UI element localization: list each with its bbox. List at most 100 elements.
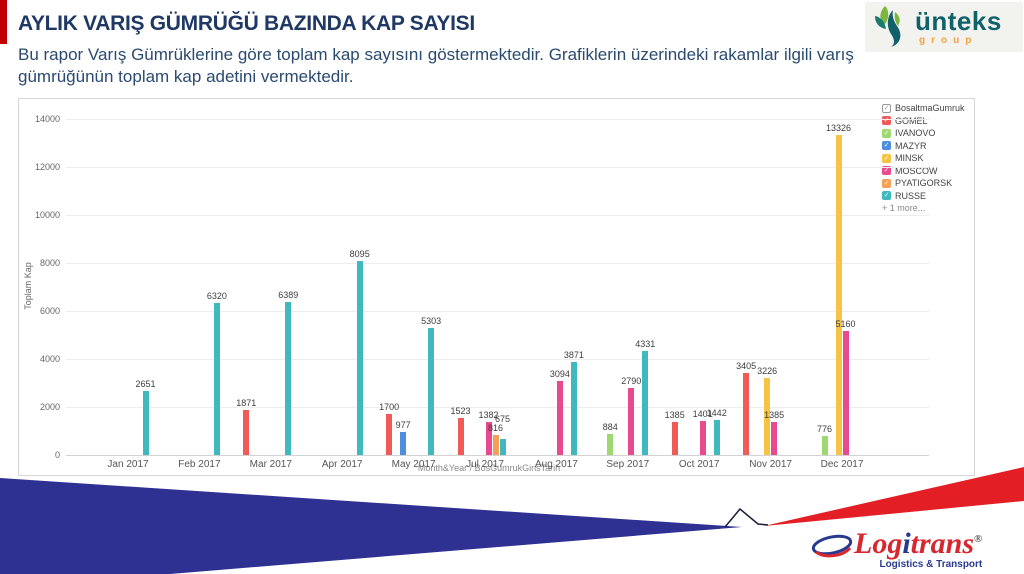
bar[interactable] — [556, 380, 563, 455]
bar[interactable] — [356, 260, 363, 455]
bar-value-label: 1700 — [379, 402, 400, 413]
title-accent-bar — [0, 0, 7, 44]
legend-item-label: IVANOVO — [895, 128, 936, 138]
bottom-decoration — [0, 467, 1024, 574]
bar-value-label: 776 — [816, 424, 833, 435]
bar[interactable] — [821, 436, 828, 455]
bar[interactable] — [285, 301, 292, 455]
bar[interactable] — [743, 373, 750, 455]
legend-swatch-icon[interactable]: ✓ — [882, 116, 891, 125]
legend-swatch-icon[interactable]: ✓ — [882, 191, 891, 200]
x-tick-label: Apr 2017 — [321, 459, 363, 470]
legend-swatch-icon[interactable]: ✓ — [882, 128, 891, 138]
bar-value-label: 8095 — [349, 248, 370, 259]
unteks-logo: ünteks group — [865, 2, 1023, 52]
legend-item-pyatigorsk[interactable]: ✓ PYATIGORSK — [882, 178, 968, 188]
bar-value-label: 1382 — [478, 409, 499, 420]
legend-item-moscow[interactable]: ✓ MOSCOW — [882, 166, 968, 176]
legend-item-russe[interactable]: ✓ RUSSE — [882, 191, 968, 201]
bar-value-label: 675 — [494, 414, 511, 425]
gridline — [66, 455, 929, 456]
legend-item-minsk[interactable]: ✓ MINSK — [882, 153, 968, 163]
x-tick-label: Oct 2017 — [678, 459, 720, 470]
bar[interactable] — [671, 421, 678, 455]
bar[interactable] — [713, 420, 720, 455]
legend-item-label: GOMEL — [895, 115, 928, 126]
bar[interactable] — [771, 421, 778, 455]
red-wedge — [764, 467, 1024, 526]
legend-swatch-icon[interactable]: ✓ — [882, 141, 891, 150]
logitrans-name-2: i — [902, 527, 911, 560]
unteks-name: ünteks — [915, 6, 1002, 36]
bar[interactable] — [764, 377, 771, 455]
legend-header[interactable]: ✓ BosaltmaGumruk — [882, 103, 968, 113]
bar[interactable] — [243, 410, 250, 455]
blue-wedge — [0, 478, 742, 574]
bar-value-label: 4331 — [635, 339, 656, 350]
bar-value-label: 1871 — [236, 398, 257, 409]
bar[interactable] — [492, 435, 499, 455]
y-tick-label: 2000 — [39, 402, 60, 412]
x-tick-label: Aug 2017 — [534, 459, 578, 470]
bar[interactable] — [607, 433, 614, 455]
bar[interactable] — [628, 388, 635, 455]
bar[interactable] — [835, 135, 842, 455]
bar-value-label: 3405 — [736, 361, 757, 372]
bar-chart-panel: Toplam Kap Month&Year / BosGumrukGirisTa… — [18, 98, 975, 476]
logitrans-name-3: trans — [910, 527, 975, 560]
bar-value-label: 1523 — [450, 406, 471, 417]
bar-value-label: 1385 — [664, 409, 685, 420]
chart-legend: ✓ BosaltmaGumruk ✓ GOMEL ✓ IVANOVO ✓ MAZYR ✓ MINS… — [882, 103, 968, 213]
y-tick-label: 14000 — [34, 114, 60, 124]
legend-more[interactable]: + 1 more... — [882, 203, 926, 213]
y-tick-label: 8000 — [39, 258, 60, 268]
bar-value-label: 5160 — [835, 319, 856, 330]
bar-value-label: 6320 — [206, 291, 227, 302]
bar[interactable] — [642, 351, 649, 455]
gridline — [66, 359, 929, 360]
bar-value-label: 3094 — [549, 368, 570, 379]
bar-value-label: 977 — [395, 419, 411, 430]
checkbox-icon[interactable]: ✓ — [882, 103, 891, 113]
bar[interactable] — [213, 303, 220, 455]
y-tick-label: 12000 — [34, 162, 60, 172]
bar[interactable] — [699, 421, 706, 455]
legend-item-mazyr[interactable]: ✓ MAZYR — [882, 141, 968, 151]
bar-value-label: 1385 — [764, 409, 785, 420]
logitrans-name-1: Log — [854, 527, 903, 560]
bar[interactable] — [842, 331, 849, 455]
x-tick-label: Jul 2017 — [466, 459, 504, 470]
legend-swatch-icon[interactable]: ✓ — [882, 166, 891, 175]
bar-value-label: 884 — [602, 421, 618, 432]
bar[interactable] — [142, 391, 149, 455]
legend-swatch-icon[interactable]: ✓ — [882, 178, 891, 188]
bar-value-label: 3226 — [757, 365, 778, 376]
x-tick-label: May 2017 — [391, 459, 436, 470]
bar-value-label: 6389 — [278, 289, 299, 300]
legend-item-gomel[interactable]: ✓ GOMEL — [882, 116, 968, 126]
bar[interactable] — [457, 418, 464, 455]
bar-value-label: 5303 — [421, 315, 442, 326]
logitrans-tagline: Logistics & Transport — [879, 559, 983, 570]
gridline — [66, 407, 929, 408]
bar[interactable] — [485, 421, 492, 455]
legend-item-label: MOSCOW — [895, 165, 938, 176]
legend-header-label: BosaltmaGumruk — [895, 103, 965, 113]
bar-value-label: 1442 — [706, 408, 727, 419]
legend-item-ivanovo[interactable]: ✓ IVANOVO — [882, 128, 968, 138]
x-tick-label: Jan 2017 — [107, 459, 149, 470]
bar[interactable] — [499, 438, 506, 455]
x-tick-label: Mar 2017 — [249, 459, 292, 470]
y-tick-label: 6000 — [39, 306, 60, 316]
bar[interactable] — [386, 414, 393, 455]
legend-swatch-icon[interactable]: ✓ — [882, 153, 891, 163]
bar-value-label: 3871 — [563, 350, 584, 361]
unteks-sub: group — [919, 35, 978, 46]
bar[interactable] — [428, 327, 435, 455]
legend-item-label: PYATIGORSK — [895, 178, 953, 188]
bar[interactable] — [400, 431, 407, 455]
bar[interactable] — [570, 362, 577, 455]
y-tick-label: 4000 — [39, 354, 60, 364]
bar-value-label: 2651 — [135, 379, 156, 390]
